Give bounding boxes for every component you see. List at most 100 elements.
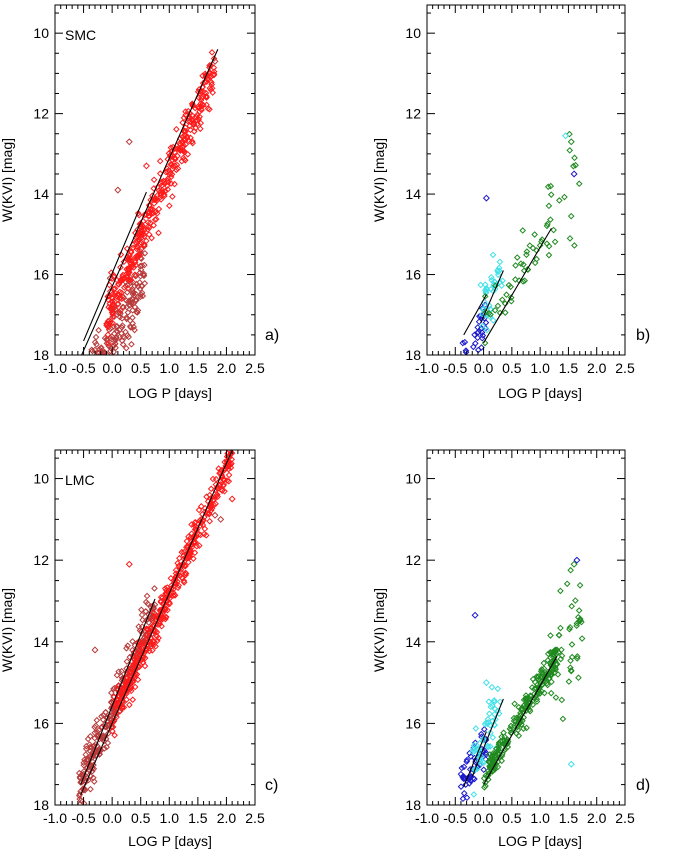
data-point: [489, 734, 497, 741]
fit-line-b-1: [480, 270, 504, 324]
data-point: [460, 380, 465, 385]
data-point: [519, 227, 527, 234]
data-point: [551, 238, 559, 246]
data-point: [514, 726, 522, 734]
data-point: [128, 340, 135, 348]
data-point: [507, 729, 515, 737]
data-point: [160, 177, 167, 185]
y-tick-label: 10: [33, 471, 49, 487]
data-point: [513, 254, 521, 261]
x-tick-label: 1.5: [559, 810, 579, 826]
data-point: [98, 348, 105, 355]
data-point: [210, 55, 218, 62]
data-point: [98, 724, 105, 732]
data-point: [140, 649, 148, 657]
data-point: [547, 632, 554, 639]
data-point: [507, 283, 514, 291]
data-point: [568, 641, 576, 648]
data-point: [132, 654, 140, 661]
data-point: [101, 745, 108, 752]
data-point: [130, 289, 137, 296]
data-point: [118, 667, 125, 675]
data-point: [467, 777, 475, 785]
data-point: [222, 462, 230, 470]
data-point: [203, 493, 210, 501]
data-point: [123, 315, 131, 323]
data-point-outlier: [142, 162, 150, 170]
data-point: [482, 319, 490, 326]
panel-label-c: c): [265, 777, 278, 794]
data-point: [207, 86, 215, 94]
x-tick-label: -1.0: [415, 810, 439, 826]
data-point: [86, 388, 91, 393]
data-point-outlier: [573, 556, 581, 564]
data-point: [541, 689, 548, 697]
y-tick-label: 14: [405, 634, 421, 650]
plot-frame-c: [54, 449, 256, 806]
data-point: [77, 797, 85, 804]
data-point: [200, 101, 207, 109]
data-point: [131, 326, 138, 334]
data-point: [182, 128, 189, 135]
y-tick-label: 12: [33, 552, 49, 568]
data-point: [176, 564, 184, 572]
data-point: [513, 714, 520, 722]
data-point: [496, 258, 504, 266]
data-point: [463, 756, 471, 764]
data-point: [459, 795, 467, 803]
data-point: [575, 607, 583, 614]
data-point: [218, 471, 226, 479]
x-tick-label: 0.0: [102, 360, 122, 376]
data-point-outlier: [91, 646, 99, 654]
data-point: [494, 268, 502, 276]
data-point: [123, 265, 130, 273]
x-tick-label: 1.5: [188, 360, 208, 376]
data-point: [167, 585, 175, 593]
data-point: [108, 724, 115, 731]
data-point: [219, 476, 227, 484]
data-point: [212, 493, 220, 500]
data-point: [484, 742, 492, 750]
data-point: [148, 647, 156, 654]
data-point: [99, 391, 104, 396]
data-point: [206, 77, 214, 85]
data-layer-b: [459, 130, 583, 385]
data-point: [148, 234, 155, 242]
data-point: [94, 402, 99, 407]
data-point: [180, 579, 188, 586]
data-point: [104, 323, 112, 331]
fit-line-a-0: [81, 49, 219, 355]
plot-frame-d: [426, 449, 626, 806]
data-point: [98, 713, 105, 720]
data-point: [97, 383, 102, 388]
data-point: [468, 371, 473, 376]
data-point: [164, 606, 171, 614]
data-point: [200, 530, 208, 538]
data-point: [482, 286, 489, 294]
data-point: [134, 293, 142, 301]
data-point: [125, 333, 132, 341]
data-point: [107, 318, 114, 326]
x-tick-label: 2.0: [217, 810, 237, 826]
data-point: [498, 757, 506, 765]
data-point: [124, 642, 131, 650]
data-point: [91, 398, 96, 403]
data-point: [128, 300, 135, 307]
data-point: [215, 465, 222, 472]
data-point: [117, 307, 124, 314]
data-point: [572, 597, 579, 604]
data-point: [494, 750, 502, 758]
data-point: [151, 585, 158, 592]
y-tick-label: 16: [33, 267, 49, 283]
x-tick-label: 1.5: [188, 810, 208, 826]
data-point: [107, 325, 115, 332]
data-point: [480, 735, 487, 742]
x-tick-label: 0.0: [474, 810, 494, 826]
data-point: [137, 245, 145, 253]
data-point: [164, 186, 172, 193]
data-point: [183, 543, 190, 551]
data-point: [139, 659, 146, 666]
data-point: [478, 344, 485, 351]
data-point: [114, 301, 122, 308]
data-point: [83, 764, 91, 772]
